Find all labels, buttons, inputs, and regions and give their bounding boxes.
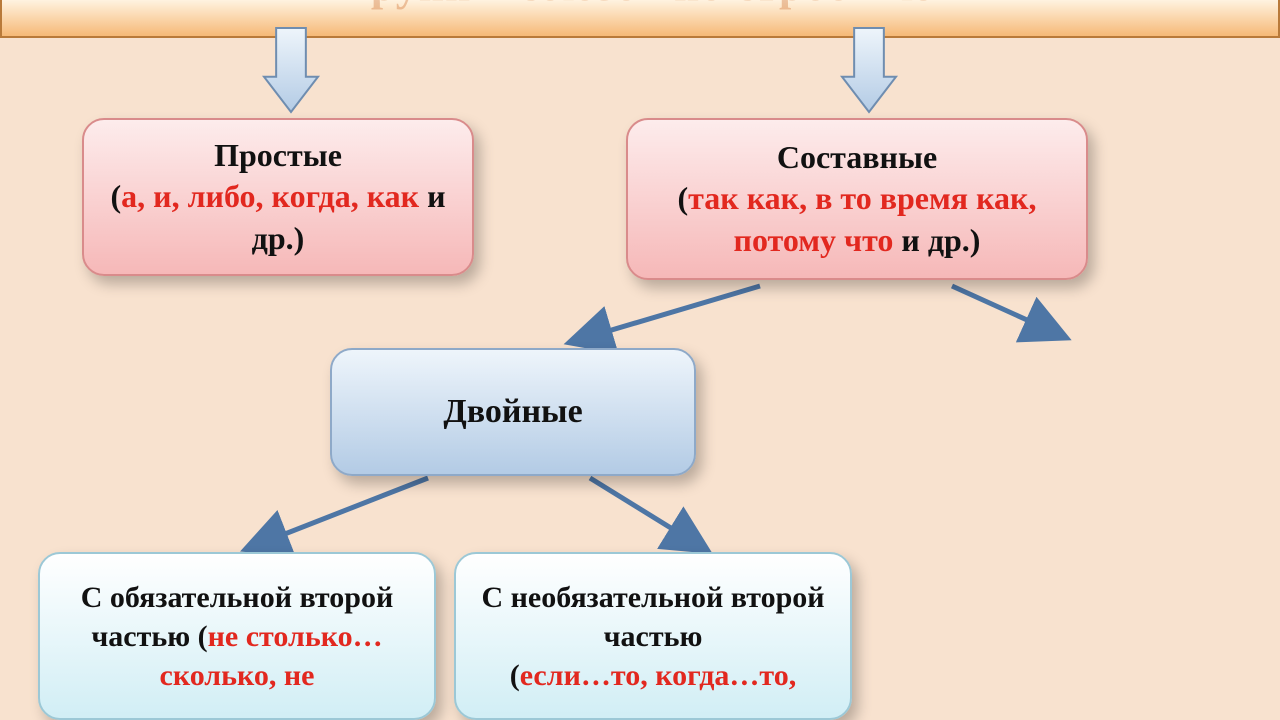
connector-arrow — [590, 478, 700, 546]
down-arrow-icon — [842, 28, 896, 112]
node-compound-examples: (так как, в то время как, потому что и д… — [646, 178, 1068, 261]
title-text: Группы союзов по строению — [2, 0, 1278, 11]
connector-arrow — [578, 286, 760, 340]
node-optional: С необязательной второй частью (если…то,… — [454, 552, 852, 720]
diagram-root: Группы союзов по строению Простые (а, и,… — [0, 0, 1280, 720]
optional-paren: ( — [510, 659, 520, 692]
node-simple-title: Простые — [102, 135, 454, 177]
examples-red: а, и, либо, когда, как — [121, 178, 419, 214]
paren-open: ( — [110, 178, 121, 214]
examples-tail: и др.) — [893, 222, 980, 258]
paren-open: ( — [678, 180, 689, 216]
down-arrow-icon — [264, 28, 318, 112]
node-double: Двойные — [330, 348, 696, 476]
node-compound-title: Составные — [646, 137, 1068, 179]
node-mandatory: С обязательной второй частью (не столько… — [38, 552, 436, 720]
node-simple: Простые (а, и, либо, когда, как и др.) — [82, 118, 474, 276]
examples-red: так как, в то время как, потому что — [688, 180, 1036, 258]
node-simple-examples: (а, и, либо, когда, как и др.) — [102, 176, 454, 259]
connector-arrow — [952, 286, 1058, 334]
optional-black: С необязательной второй частью — [481, 581, 824, 653]
node-double-label: Двойные — [350, 390, 676, 434]
connector-arrow — [254, 478, 428, 546]
node-compound: Составные (так как, в то время как, пото… — [626, 118, 1088, 280]
title-bar: Группы союзов по строению — [0, 0, 1280, 38]
optional-red: если…то, когда…то, — [520, 659, 797, 692]
